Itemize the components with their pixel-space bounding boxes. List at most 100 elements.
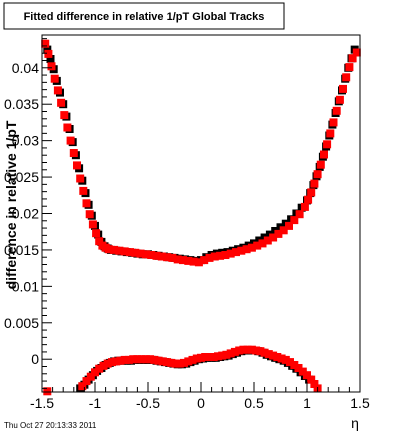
data-point	[184, 357, 193, 366]
data-point	[91, 368, 99, 377]
data-point	[44, 49, 53, 58]
data-point	[163, 358, 172, 367]
data-point	[205, 253, 214, 262]
data-point	[313, 170, 322, 179]
data-point	[218, 351, 227, 360]
data-point	[335, 95, 344, 104]
data-point	[194, 258, 203, 267]
data-point	[92, 229, 101, 238]
data-point	[274, 229, 283, 238]
data-point	[173, 255, 182, 264]
data-point	[129, 355, 138, 364]
data-point	[82, 199, 91, 208]
data-point	[188, 355, 197, 364]
y-tick-label: 0.01	[12, 278, 39, 294]
footer-timestamp: Thu Oct 27 20:13:33 2011	[4, 421, 97, 430]
data-point	[279, 226, 288, 235]
data-point	[286, 358, 294, 367]
data-point	[243, 345, 252, 354]
data-point	[329, 118, 338, 127]
title-box	[3, 2, 285, 30]
data-point	[158, 357, 167, 366]
data-point	[247, 243, 256, 252]
data-point	[232, 248, 240, 257]
y-axis-title: difference in relative 1/pT	[3, 120, 19, 289]
data-point	[115, 246, 124, 255]
data-point	[78, 382, 87, 391]
data-point	[222, 350, 231, 359]
data-point	[47, 62, 56, 71]
x-tick-label: 1	[303, 395, 311, 411]
data-point	[168, 253, 177, 262]
data-point	[310, 380, 319, 388]
data-point	[95, 364, 104, 373]
x-tick-label: -1.5	[30, 395, 54, 411]
data-point	[205, 353, 214, 361]
data-point	[342, 73, 351, 82]
y-tick-label: 0	[31, 351, 39, 367]
data-point	[110, 245, 119, 254]
y-tick-label: 0.015	[4, 242, 39, 258]
x-tick-label: -0.5	[136, 395, 160, 411]
data-point	[46, 55, 55, 63]
data-point	[216, 251, 225, 260]
data-point	[163, 253, 172, 262]
data-point	[290, 216, 299, 225]
data-point	[239, 345, 248, 354]
data-point	[131, 248, 140, 257]
data-point	[307, 375, 316, 384]
data-point	[237, 246, 246, 255]
y-tick-label: 0.035	[4, 96, 39, 112]
data-point	[85, 210, 94, 219]
data-point	[277, 354, 286, 363]
data-point	[141, 355, 150, 364]
data-point	[263, 236, 272, 245]
data-point	[103, 359, 112, 368]
data-point	[108, 358, 116, 367]
data-point	[264, 350, 273, 359]
data-point	[226, 249, 235, 258]
data-point	[57, 98, 66, 107]
data-point	[136, 249, 145, 258]
y-tick-label: 0.03	[12, 133, 39, 149]
data-point	[210, 252, 219, 261]
marker-layer	[41, 39, 361, 396]
data-point	[53, 86, 62, 95]
data-point	[214, 352, 222, 361]
chart-title: Fitted difference in relative 1/pT Globa…	[24, 11, 265, 23]
data-point	[298, 367, 307, 376]
data-point	[260, 348, 269, 357]
data-point	[63, 123, 72, 132]
data-point	[345, 63, 354, 72]
data-point	[167, 358, 176, 367]
data-point	[73, 161, 81, 170]
data-point	[88, 220, 97, 229]
data-point	[95, 237, 104, 246]
data-point	[116, 356, 125, 365]
data-point	[323, 140, 332, 149]
data-point	[201, 353, 210, 361]
data-point	[294, 364, 303, 372]
data-point	[171, 359, 180, 368]
data-point	[326, 129, 335, 138]
y-tick-label: 0.02	[12, 206, 39, 222]
data-point	[197, 353, 205, 362]
data-point	[141, 250, 150, 259]
data-point	[146, 355, 155, 364]
data-point	[258, 239, 267, 248]
data-point	[221, 251, 230, 259]
data-point	[184, 256, 193, 265]
y-tick-label: 0.04	[12, 60, 39, 76]
y-tick-label: 0.005	[4, 315, 39, 331]
data-point	[112, 357, 121, 366]
data-point	[316, 160, 325, 169]
data-point	[332, 106, 341, 115]
data-point	[120, 247, 129, 256]
data-point	[253, 241, 262, 250]
data-point	[300, 202, 309, 211]
data-point	[304, 195, 313, 204]
x-tick-label: 0	[197, 395, 205, 411]
data-point	[60, 111, 69, 120]
data-point	[104, 245, 113, 254]
